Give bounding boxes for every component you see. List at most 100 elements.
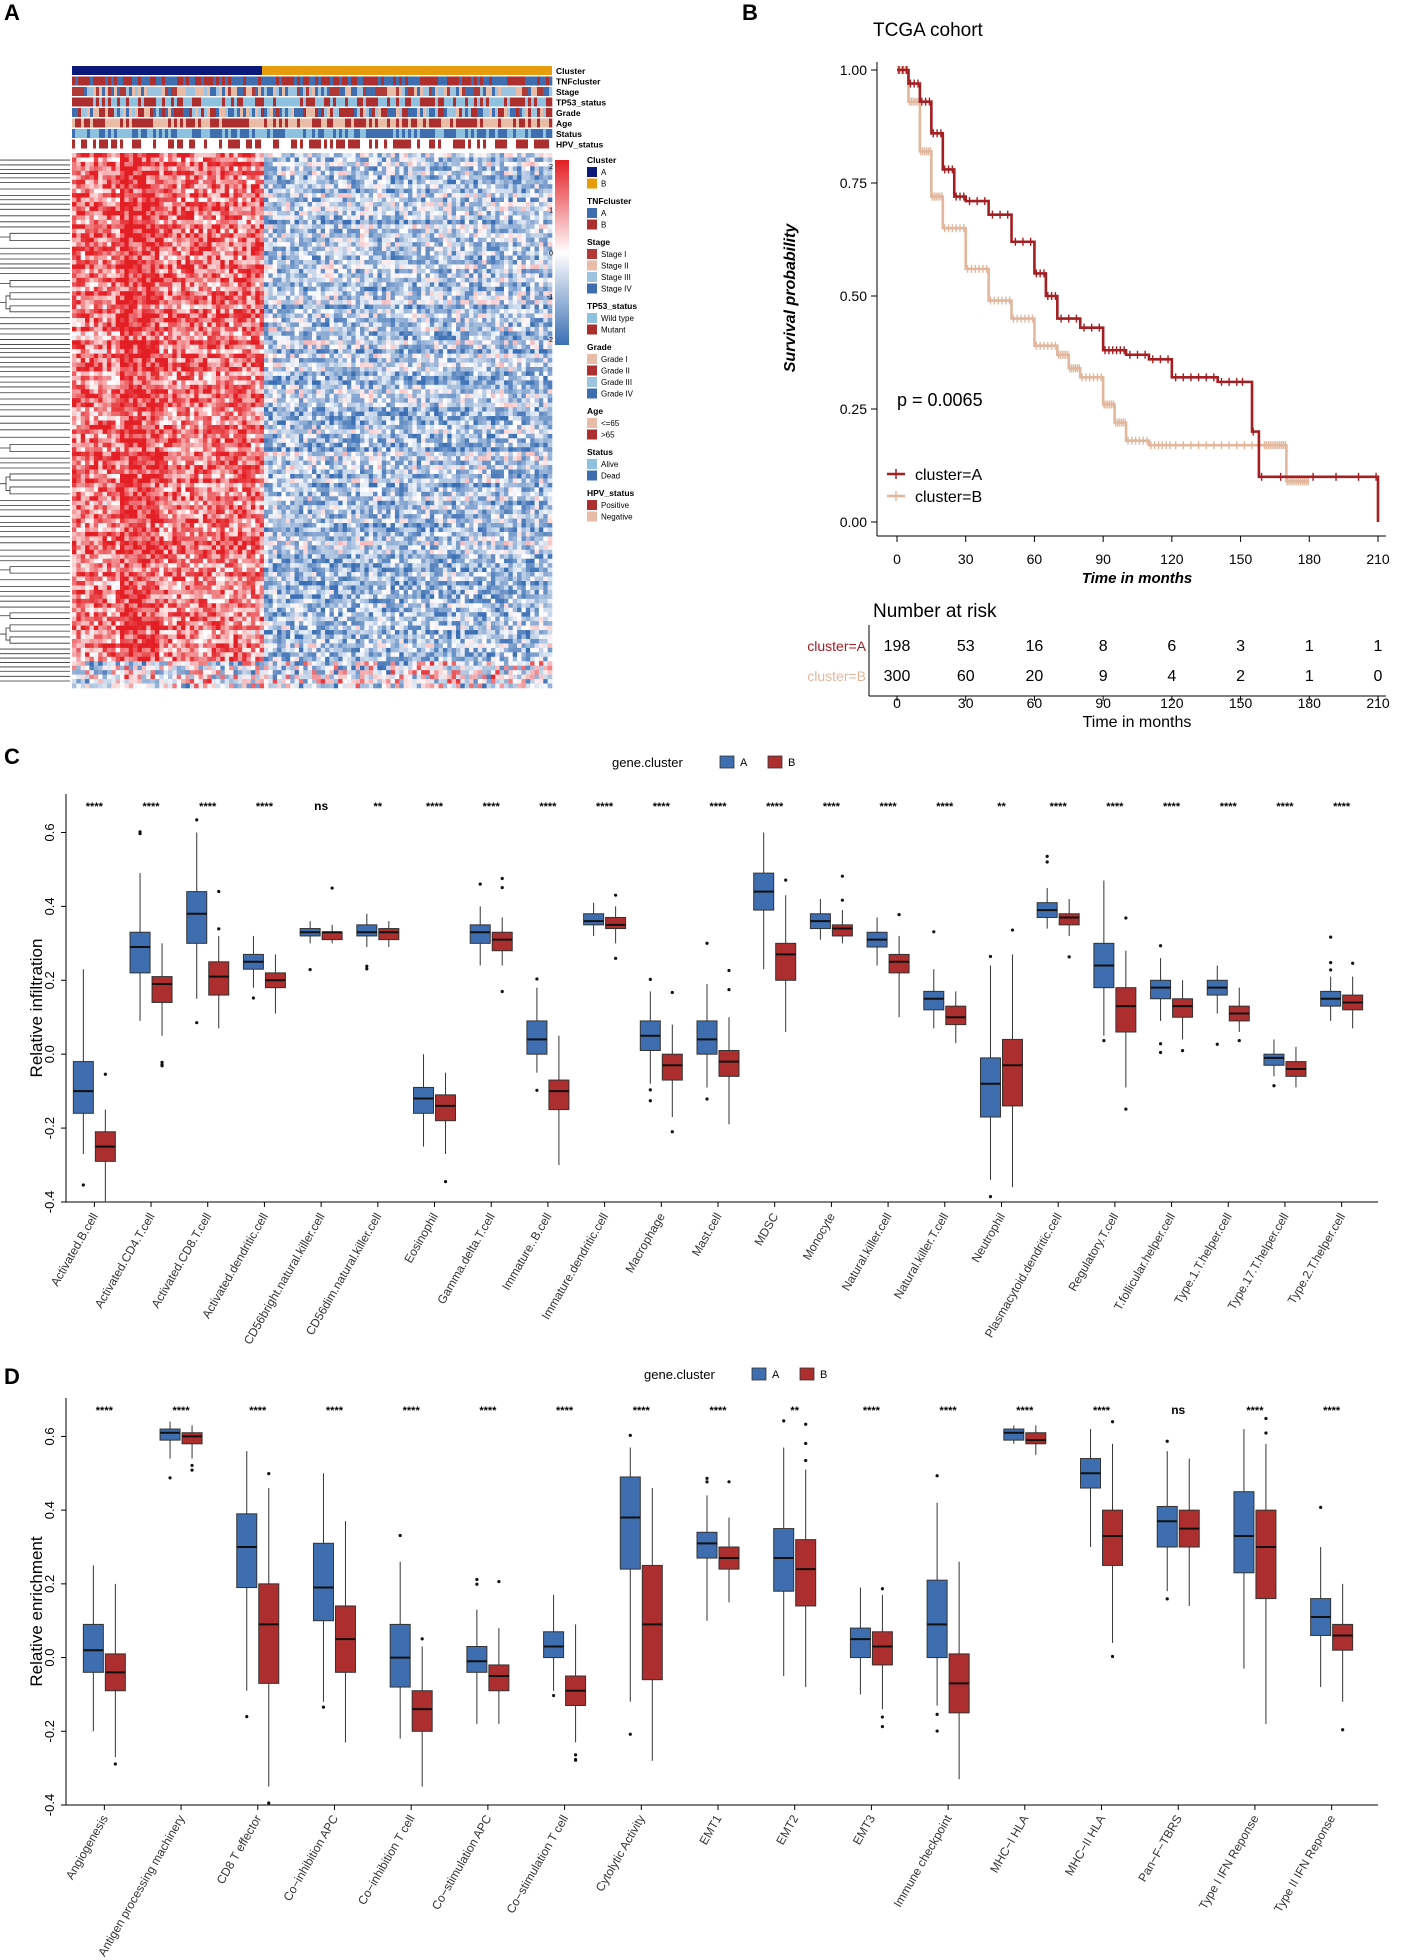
heatmap-cell [465,153,470,158]
heatmap-cell [94,157,99,162]
heatmap-cell [382,251,387,256]
annotation-cell [183,77,186,86]
annotation-cell [342,129,345,138]
heatmap-cell [98,247,103,252]
heatmap-cell [107,193,112,198]
heatmap-cell [129,282,134,287]
heatmap-cell [212,273,217,278]
heatmap-cell [369,224,374,229]
annotation-cell [363,77,366,86]
heatmap-cell [247,251,252,256]
heatmap-cell [495,224,500,229]
annotation-cell [174,77,177,86]
heatmap-cell [351,180,356,185]
heatmap-cell [338,211,343,216]
heatmap-cell [364,211,369,216]
annotation-cell [84,98,87,107]
heatmap-cell [124,198,129,203]
heatmap-cell [120,269,125,274]
heatmap-cell [491,157,496,162]
annotation-cell [276,140,279,149]
heatmap-cell [146,184,151,189]
annotation-cell [315,108,318,117]
heatmap-cell [408,189,413,194]
heatmap-cell [137,273,142,278]
heatmap-cell [129,211,134,216]
annotation-cell [264,119,267,128]
heatmap-cell [216,256,221,261]
heatmap-cell [242,166,247,171]
heatmap-cell [255,207,260,212]
heatmap-cell [89,273,94,278]
annotation-cell [459,108,462,117]
heatmap-cell [255,157,260,162]
panel-letter-a: A [4,0,20,25]
heatmap-cell [356,166,361,171]
heatmap-cell [116,229,121,234]
heatmap-cell [216,260,221,265]
heatmap-cell [364,278,369,283]
heatmap-cell [478,229,483,234]
heatmap-cell [377,207,382,212]
annotation-cell [522,87,525,96]
heatmap-cell [356,198,361,203]
annotation-cell [267,129,270,138]
annotation-cell [147,87,150,96]
heatmap-cell [277,166,282,171]
annotation-cell [330,98,333,107]
annotation-cell [159,119,162,128]
heatmap-cell [299,229,304,234]
heatmap-cell [255,166,260,171]
heatmap-cell [456,189,461,194]
heatmap-cell [212,278,217,283]
annotation-cell [375,108,378,117]
heatmap-cell [203,153,208,158]
heatmap-cell [81,166,86,171]
annotation-cell [498,129,501,138]
heatmap-cell [168,184,173,189]
annotation-cell [228,108,231,117]
heatmap-cell [94,207,99,212]
heatmap-cell [220,202,225,207]
heatmap-cell [478,202,483,207]
heatmap-cell [295,296,300,301]
heatmap-cell [203,238,208,243]
heatmap-cell [487,260,492,265]
heatmap-cell [530,189,535,194]
heatmap-cell [251,247,256,252]
annotation-cell [432,77,435,86]
heatmap-cell [247,215,252,220]
annotation-cell [291,87,294,96]
annotation-cell [426,119,429,128]
heatmap-cell [103,180,108,185]
heatmap-cell [495,202,500,207]
heatmap-cell [543,247,548,252]
heatmap-cell [277,269,282,274]
heatmap-cell [247,153,252,158]
annotation-cell [516,119,519,128]
heatmap-cell [233,193,238,198]
heatmap-cell [395,242,400,247]
heatmap-cell [399,171,404,176]
heatmap-cell [377,157,382,162]
annotation-cell [525,87,528,96]
annotation-cell [297,77,300,86]
heatmap-cell [535,256,540,261]
heatmap-cell [212,166,217,171]
heatmap-cell [364,256,369,261]
heatmap-cell [255,278,260,283]
annotation-cell [237,129,240,138]
annotation-cell [480,140,483,149]
heatmap-cell [142,180,147,185]
heatmap-cell [412,211,417,216]
annotation-cell [207,77,210,86]
heatmap-cell [408,229,413,234]
heatmap-cell [434,278,439,283]
heatmap-cell [373,211,378,216]
heatmap-cell [290,202,295,207]
annotation-cell [180,140,183,149]
heatmap-cell [356,238,361,243]
annotation-cell [465,129,468,138]
heatmap-cell [164,273,169,278]
annotation-cell [258,98,261,107]
